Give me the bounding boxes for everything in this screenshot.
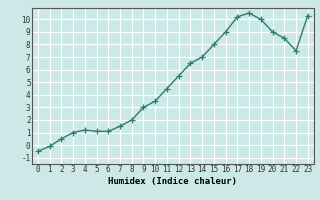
X-axis label: Humidex (Indice chaleur): Humidex (Indice chaleur) — [108, 177, 237, 186]
